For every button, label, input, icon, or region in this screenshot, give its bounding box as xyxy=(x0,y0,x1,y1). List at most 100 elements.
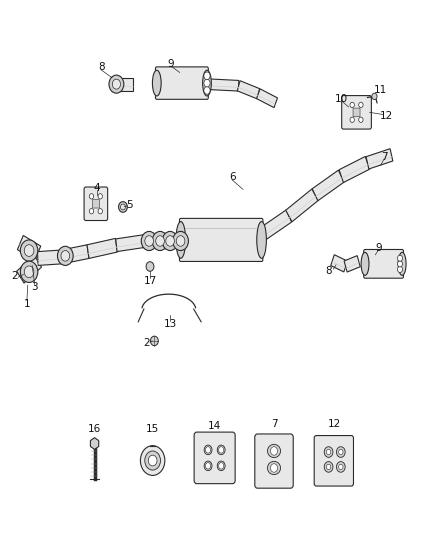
Circle shape xyxy=(205,463,211,469)
Circle shape xyxy=(324,447,333,457)
Circle shape xyxy=(89,193,94,199)
Circle shape xyxy=(326,464,331,470)
Circle shape xyxy=(120,204,125,210)
Polygon shape xyxy=(259,210,292,240)
FancyBboxPatch shape xyxy=(155,67,208,99)
Polygon shape xyxy=(344,256,360,272)
Circle shape xyxy=(350,117,354,123)
Circle shape xyxy=(150,336,158,346)
Circle shape xyxy=(98,208,102,214)
Circle shape xyxy=(397,266,403,272)
Circle shape xyxy=(89,208,94,214)
Text: 8: 8 xyxy=(326,266,332,276)
Circle shape xyxy=(359,102,363,108)
Circle shape xyxy=(339,464,343,470)
Circle shape xyxy=(326,449,331,455)
Circle shape xyxy=(141,231,157,251)
FancyBboxPatch shape xyxy=(84,187,108,221)
Text: 2: 2 xyxy=(11,271,18,281)
FancyBboxPatch shape xyxy=(194,432,235,483)
Circle shape xyxy=(336,447,345,457)
Circle shape xyxy=(61,251,70,261)
Circle shape xyxy=(336,462,345,472)
Circle shape xyxy=(162,231,178,251)
Polygon shape xyxy=(38,250,62,265)
Circle shape xyxy=(339,449,343,455)
Circle shape xyxy=(145,451,160,470)
Text: 15: 15 xyxy=(146,424,159,434)
Circle shape xyxy=(271,464,278,472)
Text: 10: 10 xyxy=(335,94,348,104)
Circle shape xyxy=(166,236,174,246)
Polygon shape xyxy=(112,78,133,91)
Text: 12: 12 xyxy=(380,111,393,121)
FancyBboxPatch shape xyxy=(255,434,293,488)
Polygon shape xyxy=(18,236,41,260)
Text: 2: 2 xyxy=(144,338,150,348)
Polygon shape xyxy=(286,189,318,222)
Polygon shape xyxy=(312,170,344,201)
Circle shape xyxy=(324,462,333,472)
Text: 14: 14 xyxy=(208,421,221,431)
Circle shape xyxy=(204,461,212,471)
Text: 8: 8 xyxy=(98,62,104,72)
Circle shape xyxy=(217,461,225,471)
Text: 13: 13 xyxy=(163,319,177,329)
Polygon shape xyxy=(339,157,370,182)
Polygon shape xyxy=(257,89,277,108)
Polygon shape xyxy=(87,238,117,259)
Circle shape xyxy=(141,446,165,475)
FancyBboxPatch shape xyxy=(314,435,353,486)
Circle shape xyxy=(204,445,212,455)
Ellipse shape xyxy=(398,252,406,276)
Circle shape xyxy=(156,236,164,246)
Polygon shape xyxy=(331,255,347,272)
Ellipse shape xyxy=(176,222,186,259)
Text: 17: 17 xyxy=(143,277,157,286)
Circle shape xyxy=(219,463,224,469)
Polygon shape xyxy=(90,438,99,449)
Circle shape xyxy=(173,231,188,251)
Ellipse shape xyxy=(203,70,212,96)
Circle shape xyxy=(145,236,153,246)
Circle shape xyxy=(350,102,354,108)
FancyBboxPatch shape xyxy=(353,108,360,117)
Text: 3: 3 xyxy=(32,282,38,292)
Text: 16: 16 xyxy=(88,424,101,434)
Circle shape xyxy=(20,261,38,282)
Ellipse shape xyxy=(361,252,369,276)
Circle shape xyxy=(397,255,403,261)
Polygon shape xyxy=(17,255,42,283)
Polygon shape xyxy=(116,235,145,252)
Circle shape xyxy=(119,201,127,212)
Circle shape xyxy=(57,246,73,265)
Ellipse shape xyxy=(152,70,161,96)
Circle shape xyxy=(205,447,211,453)
Circle shape xyxy=(372,93,377,100)
Circle shape xyxy=(219,447,224,453)
Polygon shape xyxy=(366,149,393,169)
Text: 12: 12 xyxy=(328,419,341,430)
Circle shape xyxy=(204,79,210,87)
Text: 5: 5 xyxy=(127,200,133,211)
Circle shape xyxy=(204,72,210,79)
Polygon shape xyxy=(61,245,89,264)
Circle shape xyxy=(152,231,168,251)
Circle shape xyxy=(146,262,154,271)
Circle shape xyxy=(271,447,278,455)
Circle shape xyxy=(112,79,120,89)
Text: 4: 4 xyxy=(93,183,100,193)
Text: 11: 11 xyxy=(374,85,387,95)
Circle shape xyxy=(24,245,34,256)
Text: 9: 9 xyxy=(168,60,174,69)
Text: 7: 7 xyxy=(381,152,387,162)
Circle shape xyxy=(109,75,124,93)
Ellipse shape xyxy=(257,222,266,259)
Polygon shape xyxy=(237,80,260,99)
Circle shape xyxy=(397,261,403,267)
Text: 9: 9 xyxy=(375,243,381,253)
FancyBboxPatch shape xyxy=(180,219,263,262)
Circle shape xyxy=(204,86,210,94)
FancyBboxPatch shape xyxy=(92,199,99,208)
Circle shape xyxy=(148,455,157,466)
